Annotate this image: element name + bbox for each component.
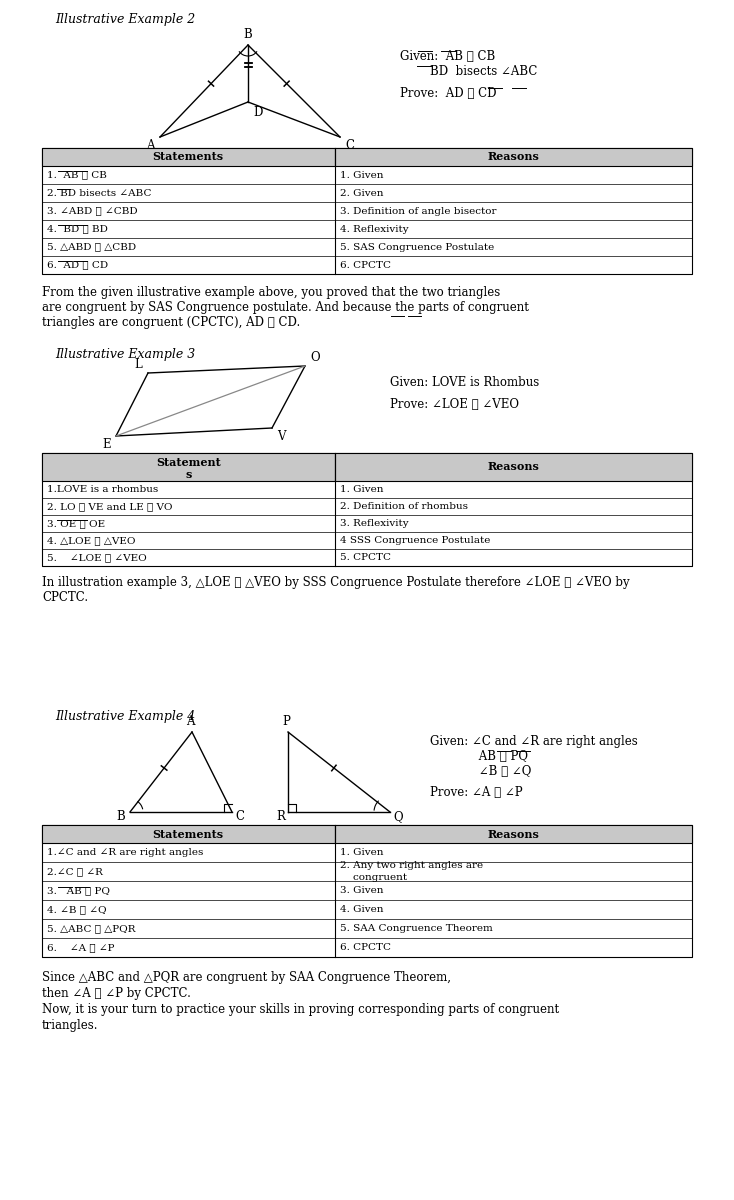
Bar [42,148,335,166]
Text: O: O [310,350,319,364]
Text: 5.    ∠LOE ≅ ∠VEO: 5. ∠LOE ≅ ∠VEO [47,553,147,562]
Text: are congruent by SAS Congruence postulate. And because the parts of congruent: are congruent by SAS Congruence postulat… [42,301,529,314]
Text: Illustrative Example 4: Illustrative Example 4 [55,710,195,722]
Text: s: s [185,468,192,480]
Text: 5. SAS Congruence Postulate: 5. SAS Congruence Postulate [340,242,494,252]
Text: 4 SSS Congruence Postulate: 4 SSS Congruence Postulate [340,536,490,545]
Text: 3.   AB ≅ PQ: 3. AB ≅ PQ [47,886,110,895]
Text: 3. ∠ABD ≅ ∠CBD: 3. ∠ABD ≅ ∠CBD [47,206,138,216]
Text: 4. △LOE ≅ △VEO: 4. △LOE ≅ △VEO [47,536,136,545]
Text: 4.  BD ≅ BD: 4. BD ≅ BD [47,224,108,234]
Text: Reasons: Reasons [487,828,539,840]
Text: V: V [277,430,286,443]
Text: CPCTC.: CPCTC. [42,590,88,604]
Text: Reasons: Reasons [487,151,539,162]
Text: triangles.: triangles. [42,1019,98,1032]
Text: 3. Reflexivity: 3. Reflexivity [340,518,408,528]
Text: P: P [282,715,290,728]
Text: C: C [235,810,244,823]
Text: 4. Given: 4. Given [340,905,383,914]
Text: Statement: Statement [156,457,221,468]
Text: Prove: ∠LOE ≅ ∠VEO: Prove: ∠LOE ≅ ∠VEO [390,398,519,410]
Text: 2. Definition of rhombus: 2. Definition of rhombus [340,502,468,511]
Text: 3. Given: 3. Given [340,886,383,895]
Bar [42,452,692,566]
Text: Prove: ∠A ≅ ∠P: Prove: ∠A ≅ ∠P [430,786,523,799]
Text: Statements: Statements [153,151,224,162]
Bar [335,452,692,481]
Text: 2. Given: 2. Given [340,188,383,198]
Text: Reasons: Reasons [487,462,539,473]
Text: 5. CPCTC: 5. CPCTC [340,553,390,562]
Text: 3. Definition of angle bisector: 3. Definition of angle bisector [340,206,496,216]
Text: Given: ∠C and ∠R are right angles: Given: ∠C and ∠R are right angles [430,734,638,748]
Bar [42,826,692,958]
Text: Since △ABC and △PQR are congruent by SAA Congruence Theorem,: Since △ABC and △PQR are congruent by SAA… [42,971,451,984]
Text: Given:  AB ≅ CB: Given: AB ≅ CB [400,50,495,62]
Text: D: D [253,106,262,119]
Text: 1.∠C and ∠R are right angles: 1.∠C and ∠R are right angles [47,848,203,857]
Text: L: L [134,358,142,371]
Text: 3. OE ≅ OE: 3. OE ≅ OE [47,518,105,528]
Text: R: R [276,810,285,823]
Text: 5. SAA Congruence Theorem: 5. SAA Congruence Theorem [340,924,493,934]
Text: C: C [345,139,354,152]
Text: 2. BD bisects ∠ABC: 2. BD bisects ∠ABC [47,188,151,198]
Text: 6. CPCTC: 6. CPCTC [340,260,390,270]
Text: Prove:  AD ≅ CD: Prove: AD ≅ CD [400,86,496,100]
Text: 1. Given: 1. Given [340,485,383,494]
Text: B: B [244,28,252,41]
Text: A: A [147,139,155,152]
Text: 1.  AB ≅ CB: 1. AB ≅ CB [47,170,107,180]
Text: 1. Given: 1. Given [340,848,383,857]
Text: Illustrative Example 2: Illustrative Example 2 [55,13,195,26]
Text: Q: Q [393,810,403,823]
Text: B: B [116,810,125,823]
Text: Now, it is your turn to practice your skills in proving corresponding parts of c: Now, it is your turn to practice your sk… [42,1003,559,1016]
Text: triangles are congruent (CPCTC), AD ≅ CD.: triangles are congruent (CPCTC), AD ≅ CD… [42,316,300,329]
Text: Statements: Statements [153,828,224,840]
Text: Illustrative Example 3: Illustrative Example 3 [55,348,195,361]
Text: From the given illustrative example above, you proved that the two triangles: From the given illustrative example abov… [42,286,501,299]
Text: 2. LO ≅ VE and LE ≅ VO: 2. LO ≅ VE and LE ≅ VO [47,502,172,511]
Text: 2. Any two right angles are
    congruent: 2. Any two right angles are congruent [340,862,483,882]
Bar [335,148,692,166]
Text: In illustration example 3, △LOE ≅ △VEO by SSS Congruence Postulate therefore ∠LO: In illustration example 3, △LOE ≅ △VEO b… [42,576,630,589]
Text: 4. Reflexivity: 4. Reflexivity [340,224,408,234]
Text: AB ≅ PQ: AB ≅ PQ [430,750,528,763]
Text: 6.    ∠A ≅ ∠P: 6. ∠A ≅ ∠P [47,943,115,952]
Text: A: A [186,715,195,728]
Text: 5. △ABC ≅ △PQR: 5. △ABC ≅ △PQR [47,924,136,934]
Text: then ∠A ≅ ∠P by CPCTC.: then ∠A ≅ ∠P by CPCTC. [42,986,191,1000]
Text: ∠B ≅ ∠Q: ∠B ≅ ∠Q [430,766,531,778]
Bar [42,452,335,481]
Text: 6. CPCTC: 6. CPCTC [340,943,390,952]
Text: BD  bisects ∠ABC: BD bisects ∠ABC [400,65,537,78]
Bar [42,826,335,842]
Text: Given: LOVE is Rhombus: Given: LOVE is Rhombus [390,376,539,389]
Text: 6.  AD ≅ CD: 6. AD ≅ CD [47,260,108,270]
Bar [335,826,692,842]
Text: 4. ∠B ≅ ∠Q: 4. ∠B ≅ ∠Q [47,905,106,914]
Text: 1. Given: 1. Given [340,170,383,180]
Text: 1.LOVE is a rhombus: 1.LOVE is a rhombus [47,485,159,494]
Bar [42,148,692,274]
Text: 2.∠C ≅ ∠R: 2.∠C ≅ ∠R [47,866,103,876]
Text: 5. △ABD ≅ △CBD: 5. △ABD ≅ △CBD [47,242,136,252]
Text: E: E [102,438,111,451]
